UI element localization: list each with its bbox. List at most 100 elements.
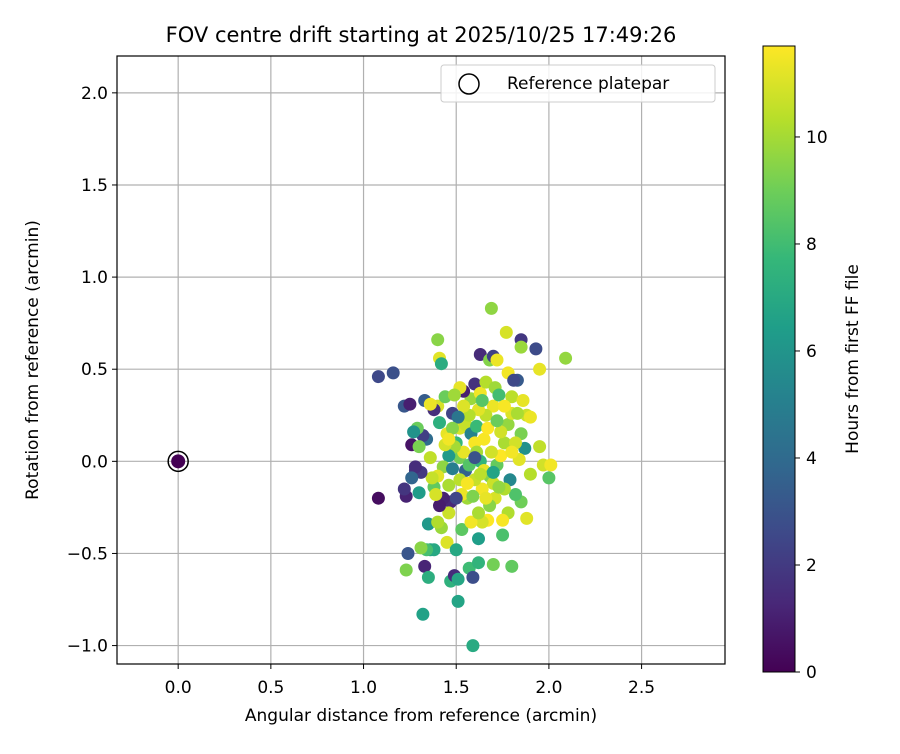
x-axis-ticks: 0.0 0.5 1.0 1.5 2.0 2.5 [165,664,655,698]
data-point [371,370,385,384]
reference-marker-ring [167,450,189,473]
data-point [494,425,508,439]
chart-title: FOV centre drift starting at 2025/10/25 … [166,23,677,47]
data-point [407,425,421,439]
x-axis-label: Angular distance from reference (arcmin) [245,706,597,726]
legend-marker-icon [458,73,480,95]
y-tick-label: 2.0 [81,84,108,104]
colorbar-label: Hours from first FF file [843,264,863,454]
data-point [472,532,485,546]
data-point [429,488,443,501]
data-point [386,366,400,380]
data-point [479,491,493,505]
data-point [477,432,491,446]
y-axis-label: Rotation from reference (arcmin) [23,220,43,500]
data-point [496,528,510,542]
data-point [507,373,521,387]
data-point [484,301,498,315]
colorbar-ticks: 0 2 4 6 8 10 [795,128,828,683]
colorbar-tick-label: 10 [806,128,828,148]
colorbar-tick-label: 8 [806,235,817,255]
data-point [514,340,528,354]
data-point [431,333,445,347]
data-point [472,556,485,570]
data-point [475,394,489,407]
data-point [451,572,465,586]
grid-lines [117,56,725,664]
data-point [423,451,437,465]
x-tick-label: 1.5 [443,678,470,698]
data-point [510,406,524,420]
data-point [449,543,463,557]
colorbar-tick-label: 0 [806,663,817,683]
data-point [486,465,500,479]
data-point [466,489,480,503]
x-tick-label: 0.0 [165,678,192,698]
data-point [472,506,485,520]
data-point [460,476,474,490]
colorbar: 0 2 4 6 8 10 Hours from first FF file [762,45,863,683]
data-point [492,480,506,494]
data-point [442,449,456,463]
data-point [497,399,511,413]
data-point [466,639,480,653]
data-point [486,399,500,413]
data-point [433,499,446,513]
x-tick-label: 0.5 [257,678,284,698]
colorbar-tick-label: 4 [806,449,817,469]
y-tick-label: 0.5 [81,360,108,380]
data-point [492,388,506,402]
data-point [412,486,426,500]
data-point [434,357,448,371]
x-tick-label: 2.0 [535,678,562,698]
data-point [451,410,465,424]
data-point [466,570,480,584]
y-tick-label: −0.5 [67,544,108,564]
data-point [542,471,556,485]
colorbar-tick-label: 6 [806,342,817,362]
data-point [470,419,484,433]
data-point [468,451,482,465]
y-tick-label: −1.0 [67,637,108,657]
data-point [505,445,519,459]
data-point [486,558,500,571]
data-point [544,458,558,472]
data-point [408,460,422,474]
data-point [397,482,411,496]
data-points [167,301,573,653]
data-point [418,559,432,573]
x-tick-label: 1.0 [350,678,377,698]
data-point [446,421,459,435]
data-point [505,390,519,404]
reference-point [171,454,186,469]
y-tick-label: 1.0 [81,268,108,288]
colorbar-gradient [762,45,796,673]
data-point [509,488,522,501]
data-point [449,491,463,505]
data-point [520,511,534,525]
data-point [484,445,498,459]
data-point [440,535,454,549]
data-point [447,388,461,402]
data-point [442,478,456,492]
data-point [490,353,504,367]
data-point [431,515,445,529]
data-point [412,440,426,454]
data-point [496,513,510,527]
y-tick-label: 1.5 [81,176,108,196]
data-point [399,563,413,577]
data-point [490,414,504,428]
plot-frame [116,55,726,665]
data-point [523,410,537,424]
data-point [446,462,459,476]
data-point [442,506,456,520]
data-point [516,394,530,407]
data-point [371,491,385,505]
data-point [499,325,513,339]
data-point [433,416,446,430]
data-point [505,559,519,573]
data-point [405,471,419,485]
data-point [481,421,495,435]
y-axis-ticks: −1.0 −0.5 0.0 0.5 1.0 1.5 2.0 [67,84,117,657]
